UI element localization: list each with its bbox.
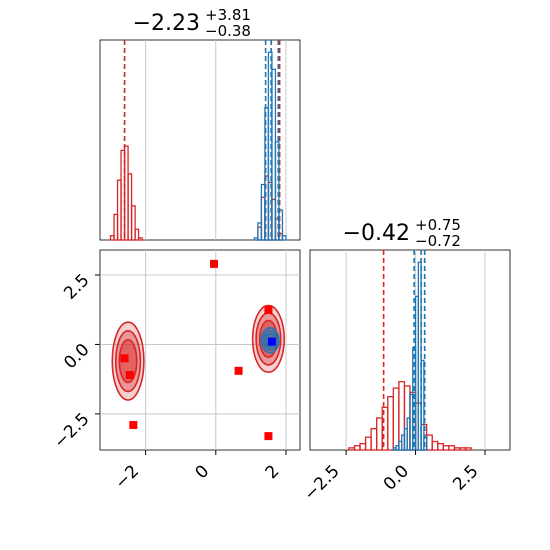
right-x-tick-label-1: 0.0	[380, 461, 413, 494]
top-hist-bar-0-7	[134, 228, 140, 241]
joint-point-3	[129, 421, 138, 429]
right-x-tick-label-0: −2.5	[300, 461, 343, 504]
top-hist-bar-0-6	[130, 205, 136, 241]
marginal-param1-title-upper: +3.81	[205, 6, 251, 24]
marginal-param2-title-lower: −0.72	[415, 232, 461, 250]
top-hist-bar-1-8	[281, 235, 287, 241]
right-hist-bar-0-21	[464, 447, 472, 451]
joint-point-1	[120, 354, 129, 363]
joint-y-tick-label-2: 2.5	[60, 270, 93, 303]
joint-x-tick-label-2: 2	[262, 461, 284, 483]
joint-point-2	[125, 371, 134, 379]
joint-point-6	[264, 432, 273, 441]
joint-x-tick-label-0: −2	[111, 461, 143, 493]
top-hist-bar-0-8	[137, 237, 143, 241]
marginal-param2-title-median: −0.42	[343, 221, 410, 246]
marginal-param1-title-median: −2.23	[133, 11, 200, 36]
joint-point-4	[234, 366, 243, 375]
marginal-param2-panel: −2.5 0.0 2.5 −0.42 +0.75 −0.72	[300, 216, 511, 505]
joint-point-5	[264, 305, 273, 314]
joint-panel: −2 0 2 −2.5 0.0 2.5	[50, 249, 301, 493]
marginal-param1-title-lower: −0.38	[205, 22, 251, 40]
joint-x-tick-label-1: 0	[192, 461, 214, 483]
right-x-tick-label-2: 2.5	[449, 461, 482, 494]
marginal-param1-panel: −2.23 +3.81 −0.38	[99, 6, 301, 241]
joint-truth-point	[267, 337, 276, 346]
joint-point-0	[210, 259, 219, 268]
joint-y-tick-label-0: −2.5	[50, 409, 93, 452]
joint-y-tick-label-1: 0.0	[60, 340, 93, 373]
marginal-param2-title-upper: +0.75	[415, 216, 461, 234]
top-hist-bar-1-6	[274, 141, 280, 241]
